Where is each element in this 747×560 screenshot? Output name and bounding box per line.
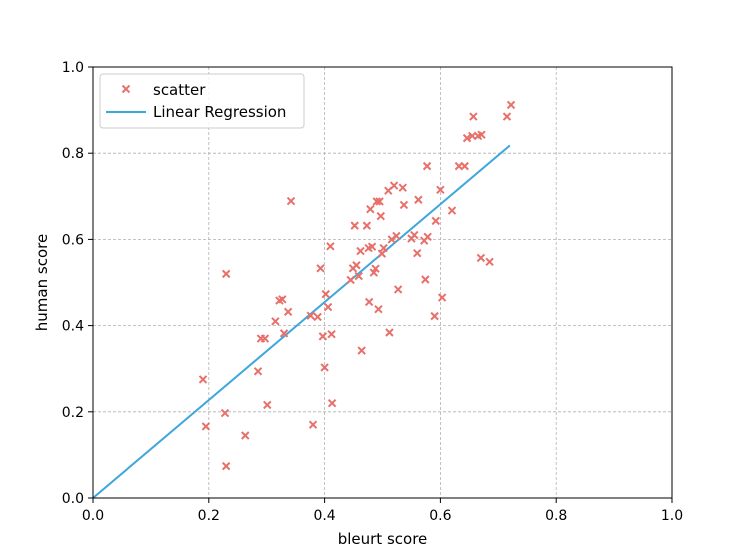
scatter-point xyxy=(263,400,272,410)
scatter-point xyxy=(410,230,419,240)
legend-label-scatter: scatter xyxy=(153,81,206,99)
scatter-point xyxy=(462,133,472,143)
scatter-point xyxy=(323,302,333,312)
legend-label-linear-regression: Linear Regression xyxy=(153,103,286,121)
scatter-point xyxy=(362,221,372,230)
scatter-point xyxy=(476,253,486,263)
scatter-point xyxy=(260,334,270,343)
regression-line-layer xyxy=(92,144,511,499)
x-tick-label: 0.6 xyxy=(429,508,451,524)
scatter-point xyxy=(375,197,384,206)
scatter-point xyxy=(306,311,315,320)
scatter-point xyxy=(377,249,387,258)
x-tick-label: 0.0 xyxy=(82,508,104,524)
scatter-point xyxy=(389,181,399,190)
y-tick-label: 0.8 xyxy=(62,146,84,162)
scatter-point xyxy=(198,375,208,384)
scatter-point xyxy=(327,330,336,339)
legend-marker-scatter xyxy=(121,84,131,94)
scatter-point xyxy=(308,420,318,429)
scatter-point xyxy=(278,295,287,304)
scatter-point xyxy=(413,248,422,258)
scatter-point xyxy=(313,312,322,322)
scatter-point xyxy=(364,297,374,307)
scatter-points xyxy=(198,100,516,471)
scatter-point xyxy=(447,206,457,215)
scatter-point xyxy=(477,130,486,139)
x-tick-label: 1.0 xyxy=(661,508,683,524)
scatter-point xyxy=(379,243,388,253)
scatter-point xyxy=(460,161,469,171)
y-tick-label: 1.0 xyxy=(62,60,84,76)
plot-area xyxy=(93,67,672,498)
scatter-point xyxy=(376,211,385,221)
scatter-point xyxy=(279,329,289,338)
scatter-point xyxy=(398,183,407,192)
scatter-point xyxy=(506,100,516,110)
scatter-point xyxy=(220,408,230,418)
scatter-point xyxy=(356,246,365,256)
scatter-point xyxy=(271,317,280,326)
regression-line xyxy=(92,144,511,499)
scatter-point xyxy=(326,242,335,251)
scatter-point xyxy=(366,205,375,214)
y-tick-label: 0.0 xyxy=(62,491,84,507)
scatter-point xyxy=(423,232,432,242)
scatter-point xyxy=(485,257,494,267)
scatter-point xyxy=(469,112,478,121)
scatter-point xyxy=(283,307,293,317)
legend: scatter Linear Regression xyxy=(99,73,305,129)
scatter-point xyxy=(385,328,394,337)
scatter-point xyxy=(346,275,355,285)
scatter-point xyxy=(354,271,363,281)
scatter-point xyxy=(414,195,423,204)
scatter-point xyxy=(367,242,377,251)
ticks: 0.0 0.2 0.4 0.6 0.8 1.0 0.0 0.2 0.4 0.6 0.8 1.0 xyxy=(62,60,683,524)
scatter-point xyxy=(321,289,330,299)
scatter-point xyxy=(437,293,447,302)
scatter-point xyxy=(221,269,231,279)
y-axis-label: human score xyxy=(33,234,51,331)
scatter-point xyxy=(374,305,383,314)
scatter-point xyxy=(431,216,440,226)
scatter-point xyxy=(421,275,430,284)
scatter-point xyxy=(436,185,445,195)
scatter-point xyxy=(357,346,366,355)
legend-box xyxy=(99,73,305,129)
scatter-point xyxy=(286,196,296,206)
scatter-point xyxy=(502,112,512,121)
scatter-point xyxy=(221,461,231,471)
scatter-point xyxy=(352,261,361,270)
scatter-point xyxy=(430,311,439,321)
y-tick-label: 0.4 xyxy=(62,319,84,335)
plot-frame xyxy=(92,66,673,499)
scatter-point xyxy=(393,285,403,294)
scatter-point xyxy=(371,264,380,273)
x-tick-label: 0.4 xyxy=(313,508,335,524)
y-tick-label: 0.6 xyxy=(62,232,84,248)
scatter-point xyxy=(201,422,211,431)
scatter-point xyxy=(399,200,409,210)
scatter-point xyxy=(316,264,325,273)
x-tick-label: 0.2 xyxy=(198,508,220,524)
scatter-point xyxy=(422,161,432,171)
scatter-point xyxy=(320,363,329,372)
legend-x-marker xyxy=(121,84,131,94)
scatter-point xyxy=(350,221,359,230)
x-axis-label: bleurt score xyxy=(338,530,428,548)
y-tick-label: 0.2 xyxy=(62,405,84,421)
x-tick-label: 0.8 xyxy=(545,508,567,524)
scatter-point xyxy=(392,231,401,241)
scatter-point xyxy=(253,367,263,376)
scatter-point xyxy=(241,431,250,440)
scatter-point xyxy=(327,398,337,408)
scatter-point xyxy=(372,197,381,206)
scatter-point xyxy=(318,332,328,341)
